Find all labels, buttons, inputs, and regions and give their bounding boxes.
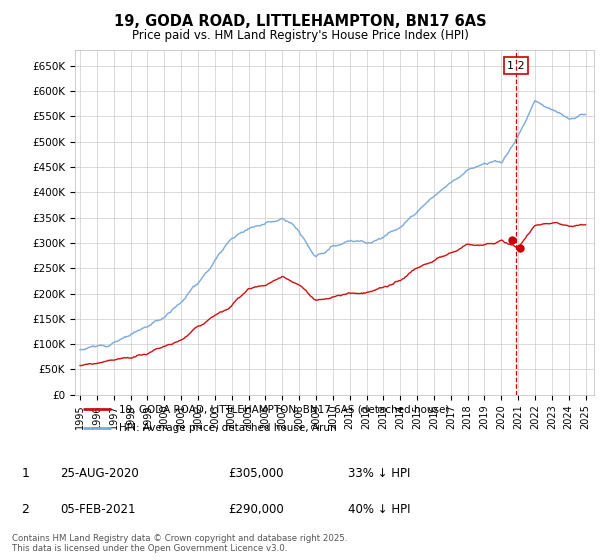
Text: £305,000: £305,000 xyxy=(228,466,284,480)
Text: 05-FEB-2021: 05-FEB-2021 xyxy=(60,503,136,516)
Text: 2: 2 xyxy=(22,503,29,516)
Text: 25-AUG-2020: 25-AUG-2020 xyxy=(60,466,139,480)
Text: 19, GODA ROAD, LITTLEHAMPTON, BN17 6AS: 19, GODA ROAD, LITTLEHAMPTON, BN17 6AS xyxy=(113,14,487,29)
Text: Price paid vs. HM Land Registry's House Price Index (HPI): Price paid vs. HM Land Registry's House … xyxy=(131,29,469,42)
Text: 33% ↓ HPI: 33% ↓ HPI xyxy=(348,466,410,480)
Text: Contains HM Land Registry data © Crown copyright and database right 2025.
This d: Contains HM Land Registry data © Crown c… xyxy=(12,534,347,553)
Text: 1 2: 1 2 xyxy=(507,60,525,71)
Text: 40% ↓ HPI: 40% ↓ HPI xyxy=(348,503,410,516)
Text: £290,000: £290,000 xyxy=(228,503,284,516)
Text: 1: 1 xyxy=(22,466,29,480)
Text: HPI: Average price, detached house, Arun: HPI: Average price, detached house, Arun xyxy=(119,423,337,433)
Text: 19, GODA ROAD, LITTLEHAMPTON, BN17 6AS (detached house): 19, GODA ROAD, LITTLEHAMPTON, BN17 6AS (… xyxy=(119,404,449,414)
